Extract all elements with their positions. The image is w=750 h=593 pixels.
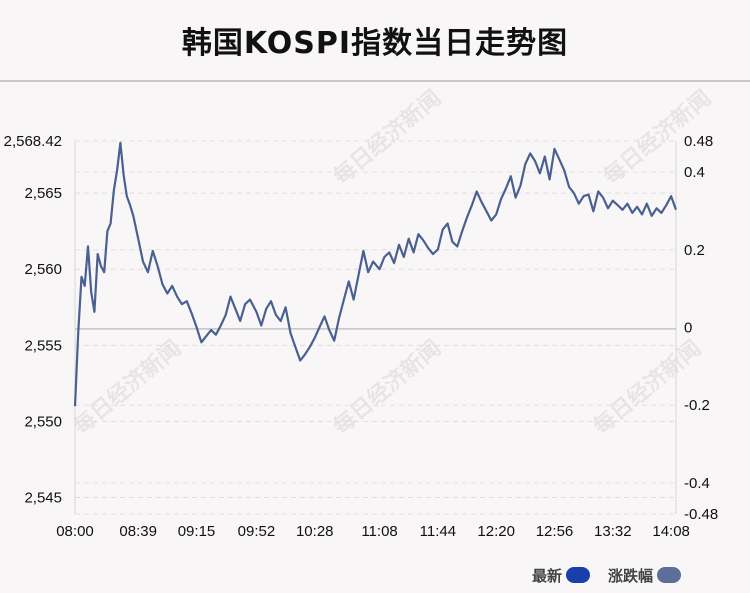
legend-item-latest[interactable]: 最新 xyxy=(532,565,591,585)
chart-title: 韩国KOSPI指数当日走势图 xyxy=(181,26,569,61)
y-right-tick-label: 0.48 xyxy=(684,133,713,150)
x-tick-label: 09:52 xyxy=(238,523,276,540)
x-tick-label: 08:00 xyxy=(56,523,94,540)
y-right-tick-label: -0.48 xyxy=(684,506,718,523)
legend-item-change[interactable]: 涨跌幅 xyxy=(608,565,682,585)
legend-swatch-latest xyxy=(566,567,591,583)
y-right-tick-label: 0.4 xyxy=(684,164,705,181)
y-left-tick-label: 2,545 xyxy=(24,490,62,507)
x-tick-label: 10:28 xyxy=(296,523,334,540)
y-right-tick-label: -0.2 xyxy=(684,397,710,414)
x-tick-label: 14:08 xyxy=(652,523,690,540)
y-left-tick-label: 2,568.42 xyxy=(4,133,62,150)
y-left-tick-label: 2,550 xyxy=(24,413,62,430)
x-tick-label: 13:32 xyxy=(594,523,632,540)
series-line xyxy=(73,141,678,407)
legend-label-latest: 最新 xyxy=(532,566,563,585)
x-tick-label: 11:44 xyxy=(420,523,456,540)
x-tick-label: 11:08 xyxy=(361,523,397,540)
y-left-tick-label: 2,565 xyxy=(24,185,62,202)
legend-label-change: 涨跌幅 xyxy=(608,566,654,585)
x-tick-label: 12:20 xyxy=(477,523,515,540)
y-right-tick-label: -0.4 xyxy=(684,475,710,492)
x-tick-label: 12:56 xyxy=(536,523,574,540)
y-left-tick-label: 2,560 xyxy=(24,261,62,278)
x-tick-label: 08:39 xyxy=(119,523,157,540)
title-divider xyxy=(0,80,750,82)
y-right-tick-label: 0 xyxy=(684,320,692,337)
y-left-tick-label: 2,555 xyxy=(24,337,62,354)
y-right-tick-label: 0.2 xyxy=(684,242,705,259)
legend-swatch-change xyxy=(657,567,682,583)
x-tick-label: 09:15 xyxy=(178,523,216,540)
